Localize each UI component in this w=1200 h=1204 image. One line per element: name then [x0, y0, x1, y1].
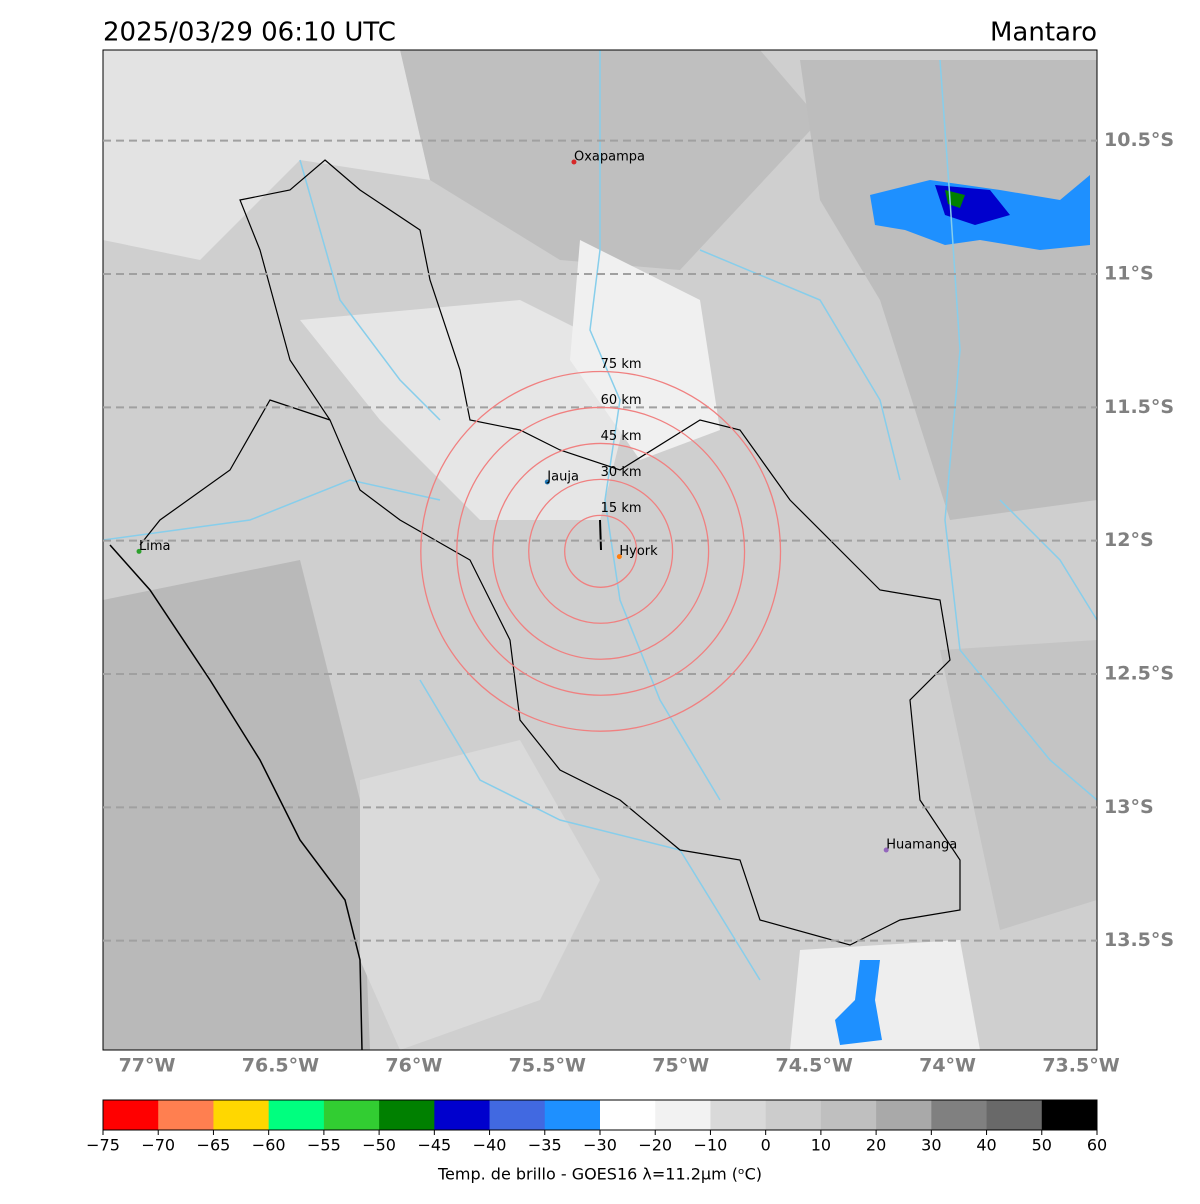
map-frame [102, 49, 1098, 1051]
colorbar-tick-label: 50 [1032, 1136, 1052, 1155]
lon-label: 77°W [119, 1055, 176, 1077]
range-ring [564, 514, 638, 588]
lon-label: 74°W [919, 1055, 976, 1077]
colorbar-swatch [986, 1100, 1043, 1130]
colorbar-tick-label: −35 [528, 1136, 562, 1155]
range-ring [492, 442, 710, 660]
colorbar-swatch [876, 1100, 932, 1130]
ring-label: 30 km [601, 465, 642, 480]
colorbar-tick-label: −55 [307, 1136, 341, 1155]
region: Mantaro [990, 18, 1097, 48]
colorbar-tick-label: −30 [583, 1136, 617, 1155]
city-marker [883, 847, 889, 853]
city-label: Hyork [619, 544, 658, 559]
colorbar-tick-label: −20 [638, 1136, 672, 1155]
colorbar-tick-label: −65 [197, 1136, 231, 1155]
lon-label: 76.5°W [242, 1055, 319, 1077]
colorbar-tick-label: −45 [417, 1136, 451, 1155]
lat-label: 13°S [1104, 796, 1154, 818]
ring-label: 75 km [601, 357, 642, 372]
city-label: Huamanga [886, 838, 957, 853]
range-ring [420, 370, 782, 732]
lat-label: 11°S [1104, 263, 1154, 285]
lon-label: 76°W [385, 1055, 442, 1077]
colorbar-swatch [489, 1100, 546, 1130]
ring-label: 45 km [601, 429, 642, 444]
colorbar-tick-label: 30 [921, 1136, 941, 1155]
lat-label: 11.5°S [1104, 396, 1174, 418]
colorbar: −75 −70 −65 −60 −55 −50 −45 −40 −35 −30 −20 −10 0 10 2… [86, 1099, 1107, 1155]
lat-label: 12°S [1104, 529, 1154, 551]
lon-label: 75.5°W [509, 1055, 586, 1077]
city-label: Jauja [546, 470, 579, 485]
colorbar-swatch [379, 1100, 435, 1130]
colorbar-swatch [1041, 1100, 1098, 1130]
colorbar-tick-label: 20 [866, 1136, 886, 1155]
ring-label: 15 km [601, 501, 642, 516]
colorbar-swatch [765, 1100, 822, 1130]
colorbar-swatch [710, 1100, 767, 1130]
city-marker [136, 548, 142, 554]
colorbar-tick-label: 10 [811, 1136, 831, 1155]
lat-label: 10.5°S [1104, 129, 1174, 151]
title: 2025/03/29 06:10 UTC [103, 18, 396, 48]
city-label: Oxapampa [574, 150, 645, 165]
colorbar-label: Temp. de brillo - GOES16 λ=11.2μm (ᵒC) [437, 1165, 762, 1184]
colorbar-swatch [158, 1100, 214, 1130]
city-marker [616, 554, 622, 560]
city-label: Lima [139, 539, 170, 554]
colorbar-tick-label: 0 [761, 1136, 771, 1155]
lon-label: 73.5°W [1042, 1055, 1119, 1077]
range-ring [456, 406, 746, 696]
colorbar-swatch [544, 1100, 601, 1130]
lon-label: 74.5°W [775, 1055, 852, 1077]
lat-label: 13.5°S [1104, 929, 1174, 951]
colorbar-tick-label: −40 [473, 1136, 507, 1155]
colorbar-swatch [655, 1100, 711, 1130]
range-ring [528, 478, 674, 624]
colorbar-tick-label: −50 [362, 1136, 396, 1155]
ring-label: 60 km [601, 393, 642, 408]
satellite-field [103, 50, 1097, 1050]
colorbar-tick-label: 60 [1087, 1136, 1107, 1155]
lat-label: 12.5°S [1104, 663, 1174, 685]
colorbar-swatch [323, 1100, 380, 1130]
colorbar-swatch [103, 1100, 159, 1130]
city-marker [571, 159, 577, 165]
colorbar-swatch [820, 1100, 877, 1130]
colorbar-tick-label: −10 [694, 1136, 728, 1155]
colorbar-swatch [268, 1100, 325, 1130]
colorbar-tick-label: −70 [141, 1136, 175, 1155]
colorbar-swatch [434, 1100, 491, 1130]
colorbar-swatch [600, 1100, 656, 1130]
colorbar-swatch [213, 1100, 270, 1130]
colorbar-swatch [931, 1100, 988, 1130]
colorbar-tick-label: 40 [976, 1136, 996, 1155]
colorbar-tick-label: −75 [86, 1136, 120, 1155]
colorbar-tick-label: −60 [252, 1136, 286, 1155]
lon-label: 75°W [652, 1055, 709, 1077]
city-marker [544, 479, 550, 485]
